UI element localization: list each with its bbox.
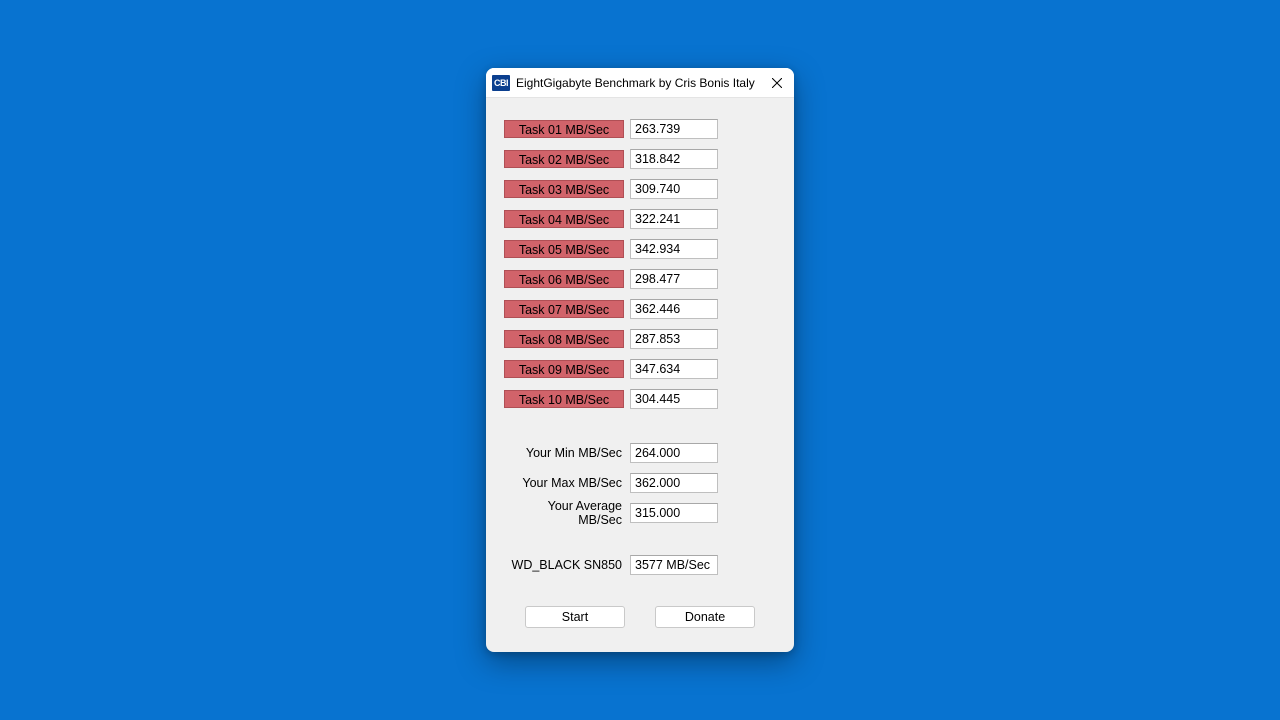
task-value: 342.934 (630, 239, 718, 259)
task-label: Task 02 MB/Sec (504, 150, 624, 168)
task-value: 322.241 (630, 209, 718, 229)
button-bar: Start Donate (504, 606, 776, 628)
task-value: 347.634 (630, 359, 718, 379)
summary-min-row: Your Min MB/Sec 264.000 (504, 442, 776, 464)
summary-max-label: Your Max MB/Sec (504, 476, 624, 490)
close-button[interactable] (762, 68, 792, 98)
task-label: Task 03 MB/Sec (504, 180, 624, 198)
window-body: Task 01 MB/Sec 263.739 Task 02 MB/Sec 318.8… (486, 98, 794, 652)
task-label: Task 10 MB/Sec (504, 390, 624, 408)
task-label: Task 08 MB/Sec (504, 330, 624, 348)
task-label: Task 09 MB/Sec (504, 360, 624, 378)
summary-average-row: Your Average MB/Sec 315.000 (504, 502, 776, 524)
task-value: 298.477 (630, 269, 718, 289)
task-label: Task 04 MB/Sec (504, 210, 624, 228)
app-window: CBI EightGigabyte Benchmark by Cris Boni… (486, 68, 794, 652)
summary-average-label: Your Average MB/Sec (504, 499, 624, 527)
task-value: 287.853 (630, 329, 718, 349)
summary-min-value: 264.000 (630, 443, 718, 463)
task-row: Task 03 MB/Sec 309.740 (504, 178, 776, 200)
task-row: Task 06 MB/Sec 298.477 (504, 268, 776, 290)
summary-min-label: Your Min MB/Sec (504, 446, 624, 460)
task-label: Task 01 MB/Sec (504, 120, 624, 138)
start-button[interactable]: Start (525, 606, 625, 628)
task-list: Task 01 MB/Sec 263.739 Task 02 MB/Sec 318.8… (504, 118, 776, 410)
spacer (504, 532, 776, 554)
task-row: Task 08 MB/Sec 287.853 (504, 328, 776, 350)
task-label: Task 05 MB/Sec (504, 240, 624, 258)
task-row: Task 01 MB/Sec 263.739 (504, 118, 776, 140)
task-value: 362.446 (630, 299, 718, 319)
summary-average-value: 315.000 (630, 503, 718, 523)
task-row: Task 07 MB/Sec 362.446 (504, 298, 776, 320)
task-value: 309.740 (630, 179, 718, 199)
task-value: 318.842 (630, 149, 718, 169)
close-icon (772, 78, 782, 88)
task-row: Task 02 MB/Sec 318.842 (504, 148, 776, 170)
summary-max-value: 362.000 (630, 473, 718, 493)
reference-value: 3577 MB/Sec (630, 555, 718, 575)
task-value: 263.739 (630, 119, 718, 139)
reference-row: WD_BLACK SN850 3577 MB/Sec (504, 554, 776, 576)
titlebar: CBI EightGigabyte Benchmark by Cris Boni… (486, 68, 794, 98)
donate-button[interactable]: Donate (655, 606, 755, 628)
task-row: Task 10 MB/Sec 304.445 (504, 388, 776, 410)
window-title: EightGigabyte Benchmark by Cris Bonis It… (516, 76, 762, 90)
task-value: 304.445 (630, 389, 718, 409)
summary-max-row: Your Max MB/Sec 362.000 (504, 472, 776, 494)
task-row: Task 04 MB/Sec 322.241 (504, 208, 776, 230)
app-icon: CBI (492, 75, 510, 91)
spacer (504, 418, 776, 442)
task-row: Task 09 MB/Sec 347.634 (504, 358, 776, 380)
task-row: Task 05 MB/Sec 342.934 (504, 238, 776, 260)
task-label: Task 06 MB/Sec (504, 270, 624, 288)
task-label: Task 07 MB/Sec (504, 300, 624, 318)
reference-label: WD_BLACK SN850 (504, 558, 624, 572)
